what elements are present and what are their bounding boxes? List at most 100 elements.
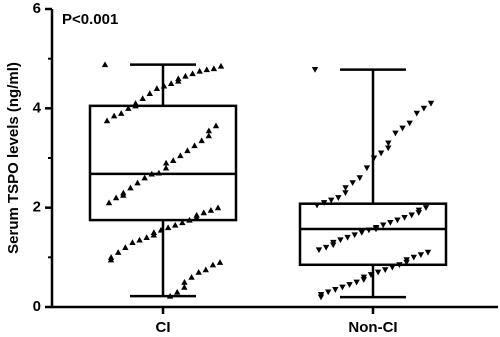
data-point [346, 282, 353, 288]
data-point [189, 70, 196, 77]
data-point [160, 82, 168, 89]
data-point [349, 180, 356, 187]
data-point [356, 175, 363, 182]
data-point [143, 234, 150, 241]
data-point [110, 112, 118, 119]
data-point [313, 202, 321, 209]
data-point [385, 145, 392, 152]
data-point [129, 239, 136, 245]
data-point [164, 224, 172, 231]
data-point [382, 267, 389, 273]
data-point [396, 262, 403, 268]
data-point [370, 155, 378, 162]
y-tick-label: 4 [33, 99, 42, 116]
data-point [410, 254, 417, 261]
data-point [406, 120, 413, 127]
data-point [205, 132, 212, 139]
y-tick-label: 6 [33, 0, 41, 17]
data-point [427, 100, 435, 107]
data-point [172, 221, 179, 228]
data-point [103, 117, 111, 124]
data-point [322, 244, 330, 251]
data-point [420, 105, 428, 112]
data-point [374, 269, 382, 276]
data-point [353, 279, 360, 286]
data-point [367, 272, 375, 278]
data-point [170, 157, 177, 164]
data-point [146, 90, 153, 96]
data-point [157, 226, 165, 233]
data-point [186, 216, 193, 223]
box [88, 104, 238, 222]
data-point [198, 137, 205, 144]
data-point [372, 226, 380, 233]
data-point [408, 212, 415, 219]
data-point [182, 72, 189, 79]
data-point [424, 249, 432, 256]
data-point [175, 77, 182, 84]
data-point [181, 278, 188, 285]
data-point [330, 242, 337, 249]
data-point [181, 283, 188, 290]
data-point [150, 231, 157, 238]
data-point [174, 288, 181, 295]
data-point [203, 66, 210, 73]
data-point [389, 264, 396, 271]
data-point [105, 199, 113, 206]
data-point [107, 256, 115, 263]
data-point [188, 274, 195, 280]
data-point [325, 289, 332, 296]
data-point [191, 142, 198, 149]
data-point [205, 127, 213, 134]
y-tick-label: 2 [33, 199, 41, 216]
data-point [332, 287, 339, 293]
data-point [387, 220, 394, 226]
data-point [339, 284, 346, 291]
data-point [153, 85, 161, 92]
box [298, 202, 448, 267]
x-tick-label: CI [156, 319, 171, 336]
data-point [358, 229, 365, 236]
annotation: P<0.001 [62, 11, 118, 28]
data-point [342, 185, 349, 191]
data-point [392, 130, 399, 137]
data-point [311, 67, 319, 73]
data-point [413, 110, 420, 117]
data-point [212, 122, 220, 129]
data-point [217, 62, 225, 69]
data-point [148, 170, 155, 177]
data-point [317, 294, 325, 301]
data-point [202, 266, 209, 273]
data-point [162, 164, 170, 171]
data-point [417, 252, 425, 259]
data-point [179, 219, 186, 226]
data-point [394, 217, 401, 224]
data-point [200, 209, 207, 216]
data-point [335, 195, 342, 201]
data-point [363, 165, 371, 172]
data-point [193, 214, 200, 221]
data-point [214, 204, 222, 211]
data-point [112, 194, 120, 201]
data-point [422, 205, 430, 211]
data-point [377, 150, 385, 157]
data-point [167, 80, 175, 87]
data-point [344, 234, 351, 241]
y-axis-label: Serum TSPO levels (ng/ml) [5, 62, 22, 254]
data-point [216, 259, 224, 265]
data-point [320, 200, 328, 206]
data-point [139, 95, 146, 101]
data-point [166, 292, 174, 299]
data-point [403, 259, 410, 266]
data-point [125, 105, 132, 111]
data-point [134, 179, 141, 186]
data-point [315, 247, 323, 254]
data-point [120, 192, 127, 198]
data-point [360, 277, 367, 283]
data-point [385, 140, 392, 147]
data-point [365, 227, 373, 234]
data-point [401, 215, 408, 221]
data-point [195, 269, 202, 275]
data-point [196, 67, 203, 74]
